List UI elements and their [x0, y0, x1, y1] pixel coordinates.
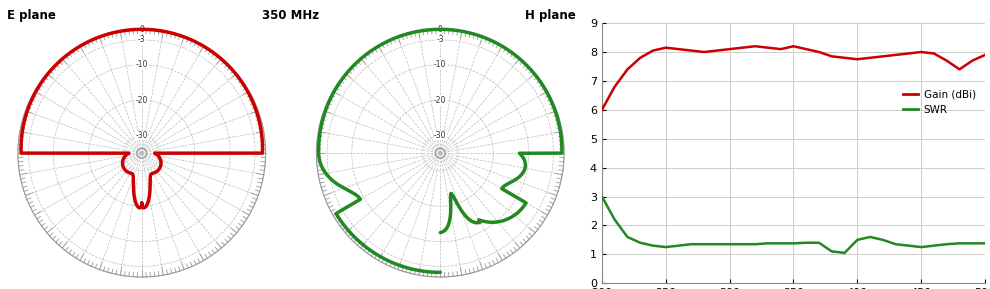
SWR [800, 241, 812, 244]
SWR [890, 242, 902, 246]
SWR [953, 242, 965, 245]
Gain (dBi) [762, 46, 774, 49]
SWR [851, 238, 863, 242]
SWR [864, 235, 876, 239]
SWR [826, 250, 838, 253]
Gain (dBi) [787, 45, 799, 48]
Text: -30: -30 [136, 131, 148, 140]
Text: -3: -3 [437, 36, 445, 45]
Gain (dBi) [864, 56, 876, 60]
SWR [711, 242, 723, 246]
Gain (dBi) [940, 59, 952, 62]
Text: -20: -20 [434, 96, 446, 105]
Text: 0: 0 [438, 25, 443, 34]
Gain (dBi) [659, 46, 671, 49]
Gain (dBi) [596, 108, 608, 112]
Text: -30: -30 [434, 131, 446, 140]
Gain (dBi) [903, 52, 915, 55]
Gain (dBi) [953, 68, 965, 71]
SWR [813, 241, 825, 244]
Text: -3: -3 [138, 36, 146, 45]
Line: Gain (dBi): Gain (dBi) [602, 46, 985, 110]
Gain (dBi) [672, 47, 684, 51]
Gain (dBi) [877, 55, 889, 58]
Gain (dBi) [890, 53, 902, 57]
Legend: Gain (dBi), SWR: Gain (dBi), SWR [899, 86, 980, 119]
Text: 0: 0 [140, 25, 145, 34]
Gain (dBi) [711, 49, 723, 52]
Gain (dBi) [839, 56, 850, 60]
Gain (dBi) [749, 45, 761, 48]
SWR [685, 242, 697, 246]
SWR [787, 242, 799, 245]
SWR [622, 235, 634, 239]
SWR [928, 244, 940, 247]
SWR [596, 195, 608, 198]
Gain (dBi) [609, 85, 621, 88]
Gain (dBi) [647, 49, 659, 52]
Gain (dBi) [775, 47, 787, 51]
Gain (dBi) [635, 56, 646, 60]
SWR [609, 218, 621, 221]
SWR [749, 242, 761, 246]
SWR [903, 244, 915, 247]
Gain (dBi) [685, 49, 697, 52]
SWR [839, 251, 850, 255]
Text: 350 MHz: 350 MHz [262, 9, 320, 22]
Gain (dBi) [724, 47, 736, 51]
Text: H plane: H plane [525, 9, 575, 22]
SWR [979, 242, 990, 245]
Text: -10: -10 [136, 60, 148, 69]
SWR [647, 244, 659, 247]
Gain (dBi) [698, 50, 710, 54]
Text: -10: -10 [434, 60, 446, 69]
SWR [940, 242, 952, 246]
Line: SWR: SWR [602, 197, 985, 253]
Gain (dBi) [737, 46, 748, 49]
SWR [635, 241, 646, 244]
Gain (dBi) [813, 50, 825, 54]
Gain (dBi) [826, 55, 838, 58]
SWR [659, 245, 671, 249]
SWR [737, 242, 748, 246]
Gain (dBi) [966, 59, 978, 62]
Gain (dBi) [800, 47, 812, 51]
Gain (dBi) [928, 52, 940, 55]
SWR [762, 242, 774, 245]
Text: E plane: E plane [7, 9, 55, 22]
SWR [966, 242, 978, 245]
SWR [672, 244, 684, 247]
SWR [724, 242, 736, 246]
Gain (dBi) [851, 58, 863, 61]
Gain (dBi) [622, 68, 634, 71]
Gain (dBi) [915, 50, 927, 54]
SWR [698, 242, 710, 246]
Text: -20: -20 [136, 96, 148, 105]
SWR [915, 245, 927, 249]
SWR [877, 238, 889, 242]
Gain (dBi) [979, 53, 990, 57]
SWR [775, 242, 787, 245]
